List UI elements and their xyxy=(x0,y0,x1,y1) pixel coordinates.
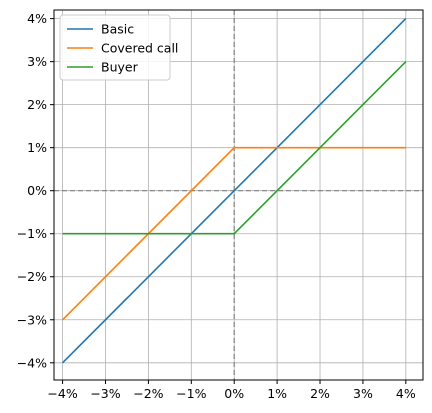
series-line-buyer xyxy=(62,61,407,235)
y-tick-label: −1% xyxy=(17,226,47,241)
plot-frame xyxy=(53,9,424,381)
y-tick-label: 2% xyxy=(27,97,47,112)
y-tick-label: 3% xyxy=(27,54,47,69)
x-tick-label: −2% xyxy=(133,386,163,401)
x-tick-label: 1% xyxy=(267,386,287,401)
series-line-basic xyxy=(62,18,407,364)
x-tick-label: 3% xyxy=(353,386,373,401)
x-tick-label: 0% xyxy=(224,386,244,401)
y-tick-label: −4% xyxy=(17,355,47,370)
y-tick-label: −3% xyxy=(17,312,47,327)
y-tick-label: 1% xyxy=(27,140,47,155)
ticks: −4% −3% −2% −1% 0% 1% 2% 3% 4% −4% −3% −2% −1% 0% 1% 2%… xyxy=(17,11,416,401)
y-tick-label: 0% xyxy=(27,183,47,198)
legend-box xyxy=(59,14,171,81)
reference-lines xyxy=(54,10,423,380)
legend-label: Buyer xyxy=(101,60,139,75)
y-tick-label: −2% xyxy=(17,269,47,284)
y-tick-label: 4% xyxy=(27,11,47,26)
x-tick-label: −4% xyxy=(47,386,77,401)
x-tick-label: −3% xyxy=(90,386,120,401)
x-tick-label: −1% xyxy=(176,386,206,401)
legend-label: Basic xyxy=(101,22,134,37)
series-lines xyxy=(62,18,407,364)
series-line-covered-call xyxy=(62,146,406,321)
legend: Basic Covered call Buyer xyxy=(59,14,178,81)
x-tick-label: 2% xyxy=(310,386,330,401)
legend-label: Covered call xyxy=(101,41,178,56)
x-tick-label: 4% xyxy=(396,386,416,401)
